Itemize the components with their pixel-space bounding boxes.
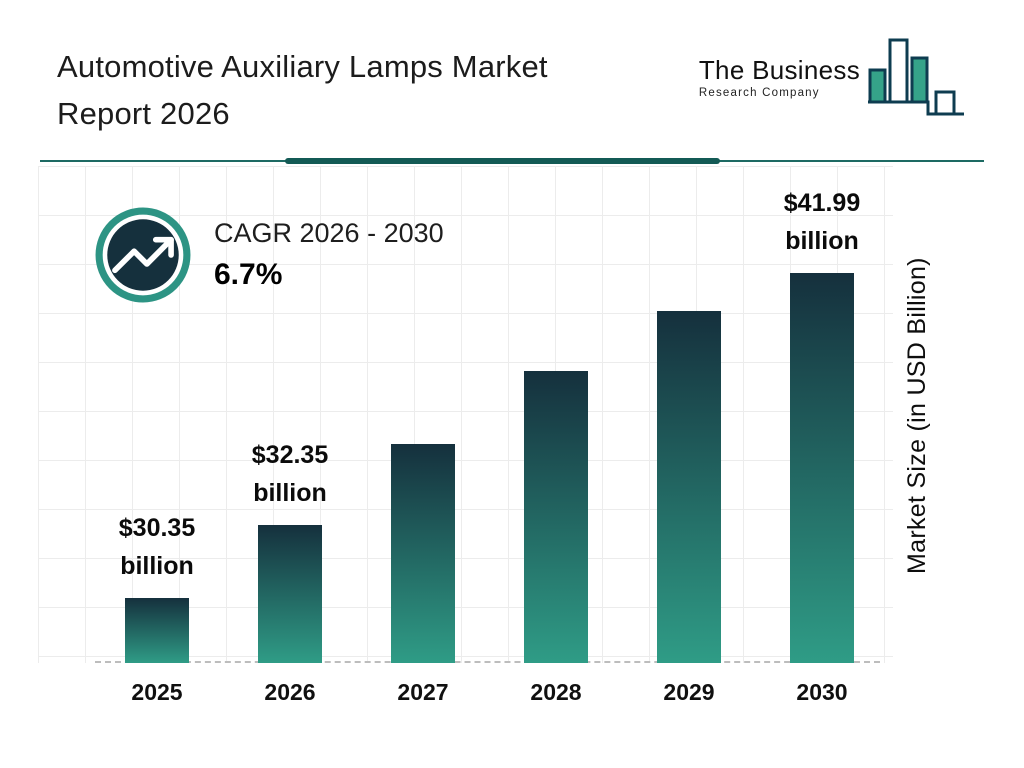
bar-column-2030: $41.99 billion 2030: [756, 185, 888, 705]
bar-value-label-2026: $32.35 billion: [251, 441, 329, 507]
bar-value-label-2025: $30.35 billion: [118, 514, 196, 580]
divider-line: [40, 158, 984, 164]
x-axis-label-2026: 2026: [264, 679, 316, 705]
bar-value-label-2030: $41.99 billion: [783, 189, 861, 255]
page-title-line1: Automotive Auxiliary Lamps Market: [57, 49, 548, 84]
bar-column-2029: 2029: [623, 311, 755, 705]
x-axis-label-2025: 2025: [131, 679, 183, 705]
y-axis-title: Market Size (in USD Billion): [903, 257, 931, 575]
bar-2025: [125, 598, 189, 663]
bar-column-2025: $30.35 billion 2025: [91, 510, 223, 705]
bar-2027: [391, 444, 455, 663]
bar-column-2028: 2028: [490, 371, 622, 705]
bar-chart-logo-icon: [868, 38, 964, 116]
x-axis-label-2028: 2028: [530, 679, 582, 705]
page-title-line2: Report 2026: [57, 95, 230, 131]
bar-column-2026: $32.35 billion 2026: [224, 437, 356, 705]
chart-baseline: [95, 661, 880, 663]
cagr-badge: CAGR 2026 - 2030 6.7%: [94, 206, 444, 304]
cagr-label: CAGR 2026 - 2030: [214, 218, 444, 248]
trending-up-icon: [95, 207, 191, 303]
cagr-value: 6.7%: [214, 258, 283, 291]
page-title: Automotive Auxiliary Lamps Market Report…: [57, 44, 548, 137]
bar-2030: [790, 273, 854, 663]
x-axis-label-2029: 2029: [663, 679, 715, 705]
bar-column-2027: 2027: [357, 444, 489, 705]
cagr-text: CAGR 2026 - 2030 6.7%: [214, 218, 444, 292]
company-subname: Research Company: [698, 87, 820, 99]
company-logo-text: The Business Research Company: [699, 55, 860, 99]
company-logo: The Business Research Company: [699, 36, 966, 118]
bar-2029: [657, 311, 721, 663]
company-name: The Business: [698, 55, 860, 85]
x-axis-label-2027: 2027: [397, 679, 449, 705]
bar-2026: [258, 525, 322, 663]
bar-2028: [524, 371, 588, 663]
x-axis-label-2030: 2030: [796, 679, 848, 705]
